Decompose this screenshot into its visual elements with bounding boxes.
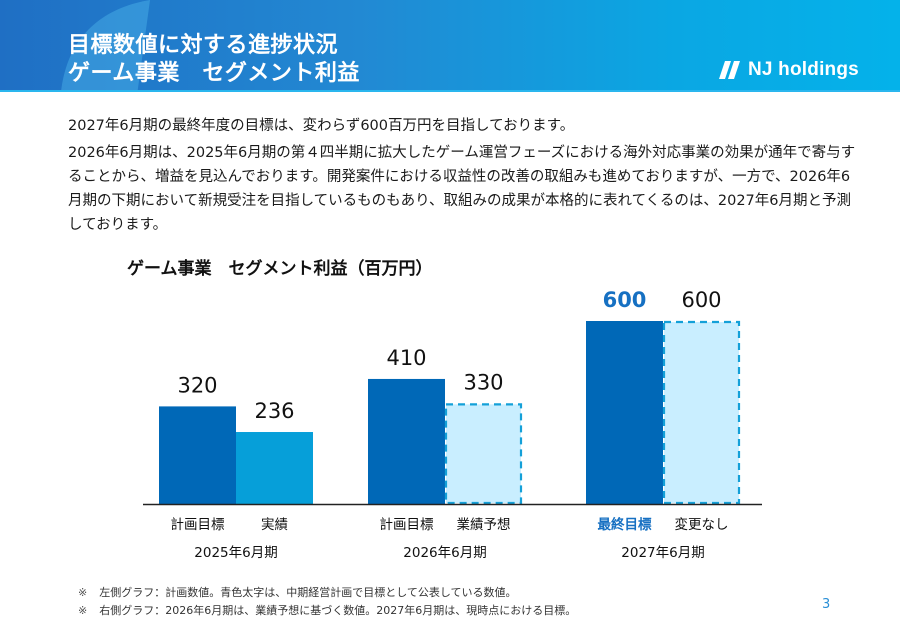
page-title-line1: 目標数値に対する進捗状況 bbox=[68, 33, 339, 58]
summary-paragraph: 2027年6月期の最終年度の目標は、変わらず600百万円を目指しております。 bbox=[68, 118, 575, 134]
header-banner: 目標数値に対する進捗状況 ゲーム事業 セグメント利益 NJ holdings bbox=[0, 0, 900, 90]
bar-label-right: 実績 bbox=[261, 517, 288, 533]
data-label-right: 236 bbox=[254, 399, 294, 423]
bar-label-right: 変更なし bbox=[675, 516, 729, 533]
data-label-plan: 410 bbox=[386, 346, 426, 370]
logo-mark-icon bbox=[719, 61, 740, 79]
data-label-right: 600 bbox=[681, 288, 721, 312]
category-label: 2026年6月期 bbox=[403, 545, 486, 561]
bar-actual bbox=[236, 432, 313, 504]
bar-plan bbox=[586, 321, 663, 504]
footnote-text: 左側グラフ：計画数値。青色太字は、中期経営計画で目標として公表している数値。 bbox=[99, 586, 517, 599]
bar-forecast bbox=[444, 403, 523, 505]
data-label-right: 330 bbox=[463, 370, 503, 394]
company-logo: NJ holdings bbox=[719, 59, 859, 81]
category-label: 2025年6月期 bbox=[194, 545, 277, 561]
bar-label-right: 業績予想 bbox=[457, 517, 511, 533]
category-label: 2027年6月期 bbox=[621, 545, 704, 561]
data-label-plan: 320 bbox=[177, 373, 217, 397]
bar-plan bbox=[159, 406, 236, 504]
page-title-line2: ゲーム事業 セグメント利益 bbox=[68, 61, 360, 86]
chart-title: ゲーム事業 セグメント利益（百万円） bbox=[127, 259, 433, 279]
header-divider bbox=[0, 90, 900, 92]
bar-plan bbox=[368, 378, 445, 504]
detail-paragraph: 2026年6月期は、2025年6月期の第４四半期に拡大したゲーム運営フェーズにお… bbox=[68, 145, 856, 233]
data-label-plan: 600 bbox=[603, 288, 647, 312]
footnote: ※ 右側グラフ：2026年6月期は、業績予想に基づく数値。2027年6月期は、現時… bbox=[78, 602, 576, 618]
footnote-text: 右側グラフ：2026年6月期は、業績予想に基づく数値。2027年6月期は、現時点… bbox=[99, 604, 577, 617]
bar-label-left: 最終目標 bbox=[598, 516, 652, 533]
page-number: 3 bbox=[822, 597, 831, 612]
bar-label-left: 計画目標 bbox=[171, 517, 225, 533]
decorative-leaf-shape bbox=[61, 0, 150, 90]
bar-forecast bbox=[662, 320, 741, 505]
logo-text: NJ holdings bbox=[748, 59, 859, 80]
bar-label-left: 計画目標 bbox=[380, 517, 434, 533]
footnote-mark: ※ bbox=[78, 604, 88, 617]
footnote: ※ 左側グラフ：計画数値。青色太字は、中期経営計画で目標として公表している数値。 bbox=[78, 584, 517, 600]
footnote-mark: ※ bbox=[78, 586, 88, 599]
